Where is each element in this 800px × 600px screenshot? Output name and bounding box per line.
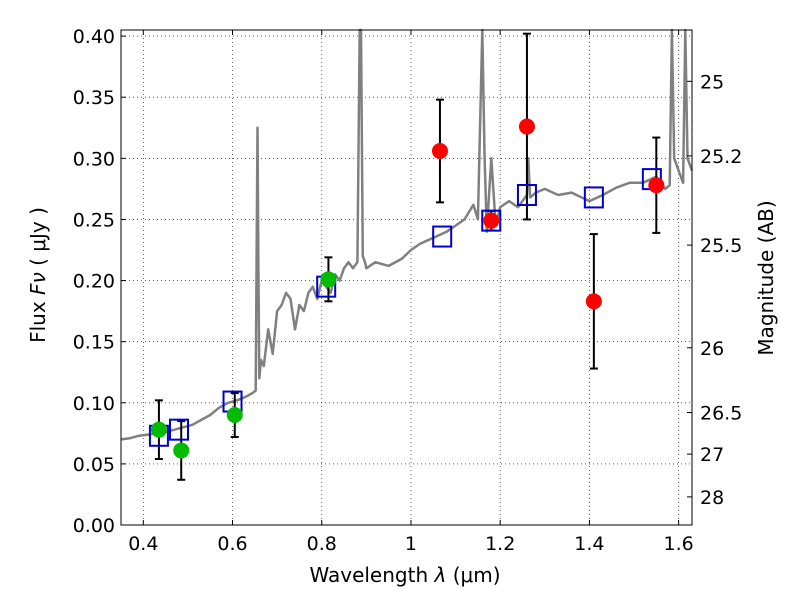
observed-point [173,442,190,459]
magnitude-tick-label: 26.5 [700,403,742,425]
observed-point [320,271,337,288]
y-tick-label: 0.25 [73,209,115,231]
magnitude-tick-label: 26 [700,338,724,360]
magnitude-tick-label: 28 [700,487,724,509]
observed-point [518,118,535,135]
plot-frame [120,29,693,526]
model-photometry-square [481,209,502,232]
y-tick-label: 0.20 [73,271,115,293]
x-tick-label: 1.2 [485,533,515,555]
model-photometry-square [432,225,453,248]
y-tick-label: 0.30 [73,148,115,170]
y-axis-title: Flux Fν ( μJy ) [26,207,50,343]
x-tick-label: 1 [405,533,417,555]
y-axis-ticks: 0.00 0.05 0.10 0.15 0.20 0.25 0.30 0.35 0.40 [73,26,126,537]
magnitude-axis-title: Magnitude (AB) [754,200,778,355]
y-tick-label: 0.05 [73,454,115,476]
y-tick-label: 0.35 [73,87,115,109]
x-axis-ticks: 0.4 0.6 0.8 1 1.2 1.4 1.6 [128,30,694,555]
x-tick-label: 0.8 [307,533,337,555]
model-spectrum [120,28,694,441]
observed-point [585,293,602,310]
observed-point [648,177,665,194]
magnitude-tick-label: 25.5 [700,235,742,257]
observed-point [226,407,243,423]
spectrum-line [120,28,694,441]
model-photometry-square [168,418,189,441]
observed-point [150,421,167,438]
x-tick-label: 1.6 [664,533,694,555]
observed-point [431,143,448,159]
x-axis-title: Wavelength λ (μm) [309,563,500,587]
x-tick-label: 1.4 [574,533,604,555]
magnitude-tick-label: 27 [700,444,724,466]
model-photometry-square [583,186,604,209]
grid [121,30,692,526]
y-tick-label: 0.00 [73,515,115,537]
model-photometry-square [516,184,537,206]
y-tick-label: 0.40 [73,26,115,48]
magnitude-tick-label: 25.2 [700,146,742,168]
y-tick-label: 0.15 [73,332,115,354]
magnitude-tick-label: 25 [700,71,724,93]
y-tick-label: 0.10 [73,393,115,415]
magnitude-axis-ticks: 25 25.2 25.5 26 26.5 27 28 [687,71,742,509]
x-tick-label: 0.4 [128,533,158,555]
data-markers [148,118,665,459]
x-tick-label: 0.6 [217,533,247,555]
observed-point [483,212,500,229]
